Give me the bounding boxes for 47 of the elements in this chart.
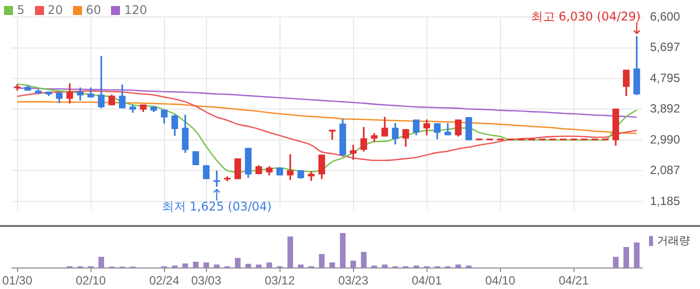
x-tick-label: 02/24 bbox=[149, 274, 180, 288]
x-tick-label: 03/03 bbox=[191, 274, 222, 288]
legend-label: 거래량 bbox=[657, 233, 690, 248]
x-tick-label: 01/30 bbox=[2, 274, 33, 288]
annotation: 최저 1,625 (03/04) bbox=[162, 200, 272, 214]
bar bbox=[382, 264, 388, 268]
bar bbox=[203, 262, 210, 268]
y-tick-label: 2,990 bbox=[650, 132, 680, 146]
bar bbox=[350, 260, 356, 268]
y-tick-label: 2,087 bbox=[650, 163, 680, 178]
bar bbox=[329, 262, 336, 268]
legend-label: 120 bbox=[124, 3, 148, 17]
candlestick bbox=[465, 117, 472, 140]
bar bbox=[634, 242, 640, 268]
legend-label: 60 bbox=[86, 3, 102, 17]
bar bbox=[623, 247, 630, 268]
x-tick-label: 04/01 bbox=[412, 274, 442, 288]
legend-label: 5 bbox=[17, 3, 25, 17]
x-tick-label: 04/10 bbox=[485, 274, 516, 288]
x-tick-label: 02/10 bbox=[76, 274, 106, 288]
bar bbox=[266, 262, 272, 268]
bar bbox=[245, 264, 252, 268]
candlestick bbox=[192, 151, 200, 166]
bar bbox=[612, 256, 619, 268]
bar bbox=[98, 256, 104, 268]
y-tick-label: 5,697 bbox=[650, 40, 680, 54]
bar bbox=[318, 254, 325, 268]
bar bbox=[360, 252, 367, 268]
bar bbox=[192, 262, 199, 268]
y-tick-label: 6,600 bbox=[650, 9, 680, 24]
annotation: 최고 6,030 (04/29) bbox=[530, 10, 641, 24]
bar bbox=[340, 233, 346, 268]
bar bbox=[234, 258, 241, 268]
x-tick-label: 03/12 bbox=[264, 274, 296, 288]
bar bbox=[256, 264, 262, 268]
bar bbox=[214, 264, 220, 268]
candlestick bbox=[202, 165, 210, 180]
y-tick-label: 4,795 bbox=[650, 70, 680, 85]
bar bbox=[182, 263, 188, 268]
x-tick-label: 03/23 bbox=[338, 274, 369, 288]
bar bbox=[287, 236, 294, 268]
x-tick-label: 04/21 bbox=[558, 274, 590, 288]
y-tick-label: 1,185 bbox=[650, 194, 680, 208]
bar bbox=[298, 264, 304, 268]
legend-label: 20 bbox=[48, 3, 63, 17]
bar bbox=[455, 264, 462, 268]
y-tick-label: 3,892 bbox=[650, 102, 680, 116]
